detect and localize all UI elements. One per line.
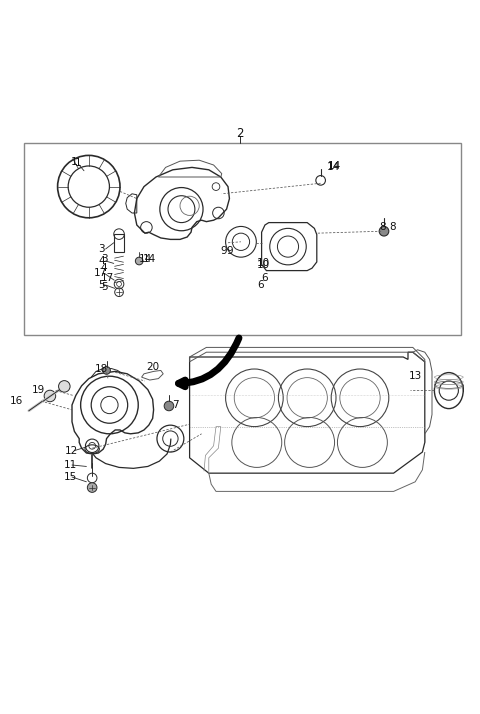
Text: 5: 5 [98, 280, 105, 290]
Text: 17: 17 [101, 273, 114, 283]
Text: 9: 9 [227, 246, 233, 256]
FancyArrowPatch shape [179, 338, 239, 387]
Circle shape [135, 257, 143, 265]
Text: 12: 12 [65, 446, 78, 456]
Text: 16: 16 [10, 396, 23, 406]
Bar [24, 144, 461, 336]
Circle shape [103, 366, 110, 374]
Text: 17: 17 [94, 268, 107, 278]
Text: 18: 18 [95, 364, 108, 374]
Text: 14: 14 [326, 162, 340, 172]
Text: 3: 3 [101, 253, 108, 263]
Text: 8: 8 [389, 222, 396, 232]
Circle shape [87, 483, 97, 493]
Text: 5: 5 [101, 283, 108, 293]
Text: 19: 19 [32, 385, 46, 395]
Circle shape [379, 226, 389, 236]
Text: 1: 1 [74, 158, 81, 168]
Text: 4: 4 [101, 263, 108, 273]
Text: 8: 8 [379, 222, 386, 232]
Text: 10: 10 [257, 260, 270, 270]
Text: 10: 10 [257, 258, 270, 268]
Text: 14: 14 [139, 253, 153, 263]
Circle shape [59, 381, 70, 392]
Text: 13: 13 [409, 371, 422, 381]
Text: 14: 14 [143, 253, 156, 263]
Text: 9: 9 [221, 246, 228, 256]
Circle shape [164, 401, 174, 411]
Text: 7: 7 [172, 400, 179, 410]
Text: 6: 6 [262, 273, 268, 283]
Text: 15: 15 [64, 472, 77, 482]
Bar [114, 234, 124, 252]
Text: 6: 6 [257, 280, 264, 290]
Text: 2: 2 [236, 127, 244, 140]
Text: 4: 4 [98, 256, 105, 266]
Circle shape [44, 391, 56, 402]
Text: 11: 11 [64, 460, 77, 470]
Text: 20: 20 [146, 361, 159, 371]
Text: 3: 3 [98, 244, 105, 254]
Text: 14: 14 [327, 161, 341, 171]
Text: 1: 1 [71, 157, 78, 167]
